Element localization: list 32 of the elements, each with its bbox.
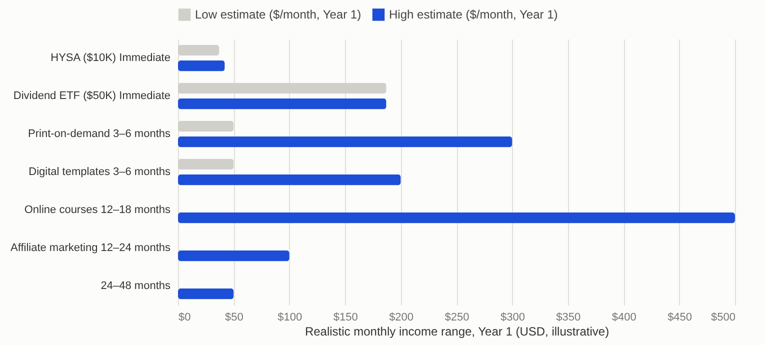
x-tick-label: $350 [556, 312, 581, 324]
x-tick-label: $150 [333, 312, 358, 324]
y-tick-label: Dividend ETF ($50K) Immediate [13, 90, 170, 102]
x-tick-label: $300 [500, 312, 525, 324]
y-tick-label: 24–48 months [100, 280, 171, 292]
x-tick-label: $100 [278, 312, 302, 324]
bar [178, 250, 290, 262]
x-axis-title: Realistic monthly income range, Year 1 (USD, illustrative) [304, 324, 610, 338]
bar [178, 174, 401, 186]
bar [178, 60, 225, 72]
x-tick-label: $50 [225, 312, 244, 324]
x-tick-label: $0 [178, 312, 191, 324]
bar [178, 44, 220, 56]
x-tick-label: $450 [668, 312, 692, 324]
legend-label: Low estimate ($/month, Year 1) [195, 8, 362, 22]
x-tick-label: $500 [711, 312, 736, 324]
bar [178, 120, 234, 132]
x-tick-label: $200 [389, 312, 414, 324]
x-tick-label: $400 [612, 312, 636, 324]
bar [178, 98, 386, 110]
y-tick-label: Print-on-demand 3–6 months [28, 128, 171, 140]
y-tick-label: Digital templates 3–6 months [28, 166, 171, 178]
y-tick-label: Online courses 12–18 months [24, 204, 171, 216]
y-tick-label: HYSA ($10K) Immediate [50, 52, 170, 64]
bar [178, 212, 735, 224]
x-tick-label: $250 [444, 312, 470, 324]
legend-label: High estimate ($/month, Year 1) [389, 8, 558, 22]
bar [178, 158, 234, 170]
y-tick-label: Affiliate marketing 12–24 months [10, 242, 171, 254]
bar [178, 288, 234, 300]
bar [178, 82, 386, 94]
bar [178, 136, 512, 148]
